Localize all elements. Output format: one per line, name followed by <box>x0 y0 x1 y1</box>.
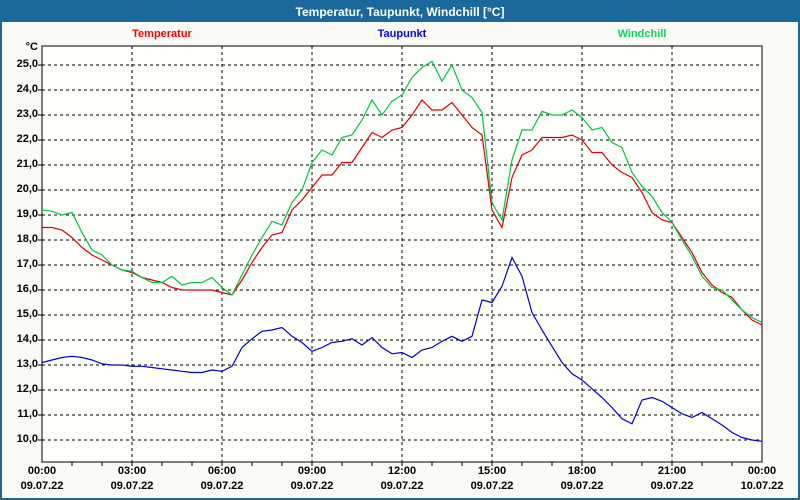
x-axis-date-label: 09.07.22 <box>20 480 64 492</box>
y-axis-label: 25,0 <box>16 58 38 70</box>
y-axis-label: 15,0 <box>16 308 38 320</box>
x-axis-date-label: 10.07.22 <box>740 480 784 492</box>
y-axis-label: 19,0 <box>16 208 38 220</box>
y-axis-label: 18,0 <box>16 233 38 245</box>
series-taupunkt <box>41 256 763 442</box>
x-axis-time-label: 03:00 <box>117 465 147 477</box>
x-axis-time-label: 18:00 <box>567 465 597 477</box>
window-title: Temperatur, Taupunkt, Windchill [°C] <box>295 5 505 19</box>
legend-item-temperatur: Temperatur <box>82 28 242 40</box>
x-axis-time-label: 00:00 <box>27 465 57 477</box>
y-axis-label: 16,0 <box>16 283 38 295</box>
y-axis-label: 14,0 <box>16 333 38 345</box>
y-axis-label: 20,0 <box>16 183 38 195</box>
legend-item-taupunkt: Taupunkt <box>322 28 482 40</box>
y-axis-label: 23,0 <box>16 108 38 120</box>
y-axis-unit: °C <box>25 41 38 53</box>
x-axis-date-label: 09.07.22 <box>200 480 244 492</box>
series-windchill <box>41 60 763 324</box>
x-axis-date-label: 09.07.22 <box>650 480 694 492</box>
y-axis-label: 21,0 <box>16 158 38 170</box>
y-axis-label: 17,0 <box>16 258 38 270</box>
x-axis-date-label: 09.07.22 <box>290 480 334 492</box>
y-axis-label: 10,0 <box>16 433 38 445</box>
legend-label-windchill: Windchill <box>617 28 667 40</box>
x-axis-time-label: 21:00 <box>657 465 687 477</box>
y-axis-label: 22,0 <box>16 133 38 145</box>
y-axis-label: 13,0 <box>16 358 38 370</box>
x-axis-date-label: 09.07.22 <box>560 480 604 492</box>
legend-item-windchill: Windchill <box>562 28 722 40</box>
x-axis-date-label: 09.07.22 <box>470 480 514 492</box>
x-axis-time-label: 15:00 <box>477 465 507 477</box>
legend-label-taupunkt: Taupunkt <box>377 28 427 40</box>
x-axis-date-label: 09.07.22 <box>380 480 424 492</box>
x-axis-time-label: 06:00 <box>207 465 237 477</box>
y-axis-label: 11,0 <box>17 408 38 420</box>
x-axis-time-label: 00:00 <box>747 465 777 477</box>
y-axis-label: 12,0 <box>16 383 38 395</box>
window-titlebar: Temperatur, Taupunkt, Windchill [°C] <box>2 2 798 22</box>
x-axis-time-label: 09:00 <box>297 465 327 477</box>
x-axis-time-label: 12:00 <box>387 465 417 477</box>
y-axis-label: 24,0 <box>16 83 38 95</box>
x-axis-date-label: 09.07.22 <box>110 480 154 492</box>
legend-label-temperatur: Temperatur <box>132 28 192 40</box>
